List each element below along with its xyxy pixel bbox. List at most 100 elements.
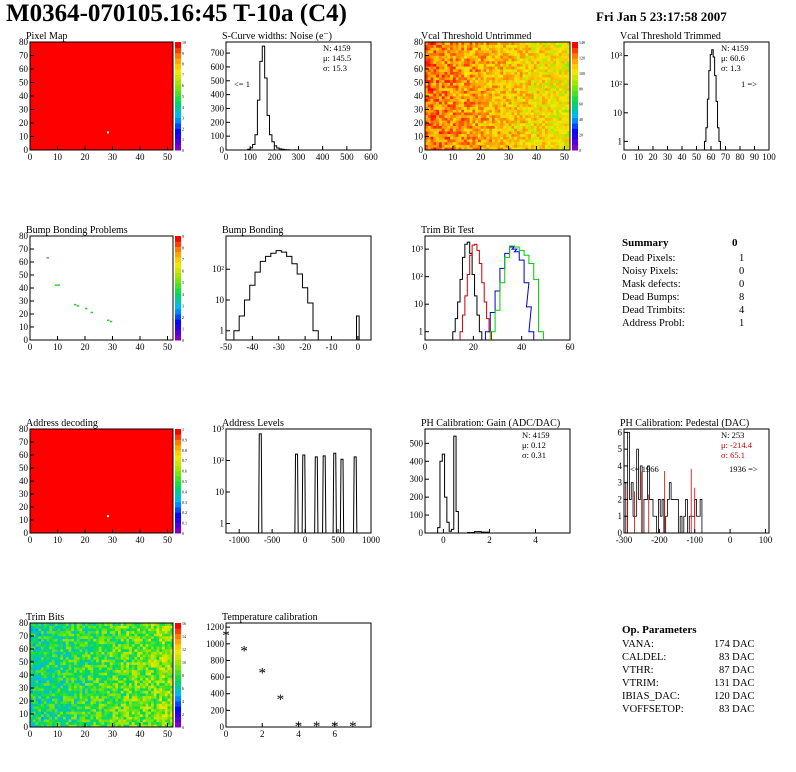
trim-bits-map-cell: [87, 623, 91, 626]
vcal-untrimmed-cell: [494, 74, 498, 78]
trim-bits-map-cell: [93, 708, 97, 712]
vcal-untrimmed-cell: [550, 131, 554, 135]
trim-bits-map-cell: [82, 721, 86, 725]
vcal-untrimmed-cell: [547, 96, 551, 99]
trim-bits-map-cell: [74, 646, 78, 650]
trim-bits-map-cell: [79, 628, 83, 632]
trim-bits-map-cell: [159, 654, 163, 658]
trim-bits-map-cell: [46, 706, 50, 710]
trim-bits-map-cell: [142, 682, 146, 686]
trim-bits-map-cell: [79, 672, 83, 676]
temperature-xtick-label: 4: [296, 729, 301, 739]
vcal-untrimmed-cell: [556, 85, 560, 89]
vcal-untrimmed-cell: [450, 74, 454, 78]
trim-bits-map-cell: [156, 651, 160, 655]
vcal-untrimmed-cell: [444, 114, 448, 118]
trim-bits-map-cell: [140, 701, 144, 704]
address-decoding-colorbar-cell: [175, 491, 181, 498]
trim-bits-map-cell: [35, 656, 39, 660]
vcal-trimmed-xtick-label: 70: [721, 152, 731, 162]
address-decoding-colorbar-cell: [175, 486, 181, 492]
vcal-untrimmed-cell: [542, 87, 546, 91]
trim-bits-map-cell: [96, 623, 100, 626]
vcal-untrimmed-cell: [477, 63, 482, 67]
vcal-untrimmed-cell: [469, 120, 473, 124]
vcal-untrimmed-cell: [447, 147, 451, 151]
trim-bits-map-cell: [63, 711, 67, 715]
vcal-untrimmed-colorbar-cell: [572, 96, 578, 102]
trim-bits-map-cell: [41, 636, 45, 639]
vcal-untrimmed-cell: [533, 69, 537, 72]
vcal-untrimmed-cell: [528, 109, 532, 113]
trim-bits-map-cell: [46, 688, 50, 691]
vcal-untrimmed-cell: [567, 77, 571, 81]
trim-bits-map-cell: [46, 682, 50, 686]
trim-bits-map-cell: [52, 680, 56, 684]
address-decoding-ytick-label: 40: [19, 476, 29, 486]
vcal-untrimmed-cell: [522, 112, 526, 116]
trim-bits-map-cell: [65, 693, 69, 697]
trim-bits-map-cell: [85, 654, 89, 658]
vcal-untrimmed-cell: [450, 90, 454, 94]
trim-bits-map-cell: [54, 693, 58, 697]
vcal-untrimmed-cell: [553, 136, 557, 140]
vcal-untrimmed-cell: [500, 85, 504, 89]
op-value-voffsetop: 83 DAC: [719, 704, 755, 715]
vcal-untrimmed-cell: [558, 128, 562, 132]
vcal-untrimmed-cell: [452, 50, 456, 54]
trim-bits-map-cell: [107, 701, 111, 704]
trim-bits-map-cell: [164, 636, 168, 639]
trim-bits-map-cell: [63, 685, 67, 689]
vcal-untrimmed-cell: [536, 66, 540, 70]
vcal-untrimmed-cell: [497, 114, 501, 118]
trim-bits-map-cell: [104, 688, 108, 691]
vcal-untrimmed-cell: [469, 112, 473, 116]
pixel-map-colorbar-cell: [175, 123, 181, 129]
trim-bits-map-cell: [68, 638, 72, 642]
vcal-untrimmed-cell: [503, 74, 507, 78]
vcal-untrimmed-cell: [455, 87, 459, 91]
vcal-untrimmed-cell: [433, 139, 437, 143]
trim-bits-map-cell: [38, 716, 42, 720]
trim-bits-map-cell: [35, 695, 39, 699]
summary-value: 0: [732, 237, 738, 249]
trim-bits-map-cell: [93, 701, 97, 704]
vcal-untrimmed-cell: [444, 131, 448, 135]
vcal-untrimmed-cell: [556, 52, 560, 56]
vcal-untrimmed-cell: [472, 74, 476, 78]
trim-bits-map-cell: [35, 701, 39, 704]
vcal-untrimmed-cell: [522, 141, 526, 145]
trim-bits-map-cell: [85, 721, 89, 725]
vcal-untrimmed-cell: [514, 98, 518, 102]
vcal-untrimmed-cell: [556, 74, 560, 78]
vcal-untrimmed-cell: [508, 123, 512, 126]
trim-bits-map-cell: [38, 703, 42, 707]
vcal-untrimmed-cell: [469, 114, 473, 118]
vcal-untrimmed-cell: [472, 101, 476, 105]
vcal-untrimmed-cell: [430, 101, 434, 105]
trim-bits-map-cell: [145, 641, 149, 645]
vcal-untrimmed-cell: [486, 109, 490, 113]
vcal-untrimmed-cell: [539, 79, 543, 83]
vcal-untrimmed-cell: [469, 87, 473, 91]
trim-bits-map-cell: [115, 659, 119, 663]
trim-bits-map-cell: [145, 669, 149, 673]
trim-bits-map-cell: [65, 662, 69, 665]
vcal-untrimmed-cell: [455, 44, 459, 48]
trim-bits-map-cell: [60, 641, 64, 645]
trim-bits-map-cell: [131, 623, 135, 626]
vcal-untrimmed-cell: [528, 104, 532, 108]
trim-bits-map-cell: [68, 643, 72, 647]
op-label-caldel: CALDEL:: [622, 652, 667, 663]
trim-bits-map-cell: [145, 675, 149, 678]
pixel-map-xtick-label: 10: [53, 152, 63, 162]
vcal-untrimmed-cell: [477, 60, 482, 64]
trim-bits-map-cell: [30, 716, 34, 720]
trim-bits-map-cell: [112, 724, 116, 728]
trim-bits-map-cell: [63, 664, 67, 668]
trim-bits-map-cell: [123, 680, 127, 684]
vcal-untrimmed-cell: [517, 42, 521, 45]
vcal-untrimmed-cell: [525, 93, 529, 97]
vcal-untrimmed-cell: [427, 74, 431, 78]
ph-pedestal-ytick-label: 4: [618, 461, 623, 471]
